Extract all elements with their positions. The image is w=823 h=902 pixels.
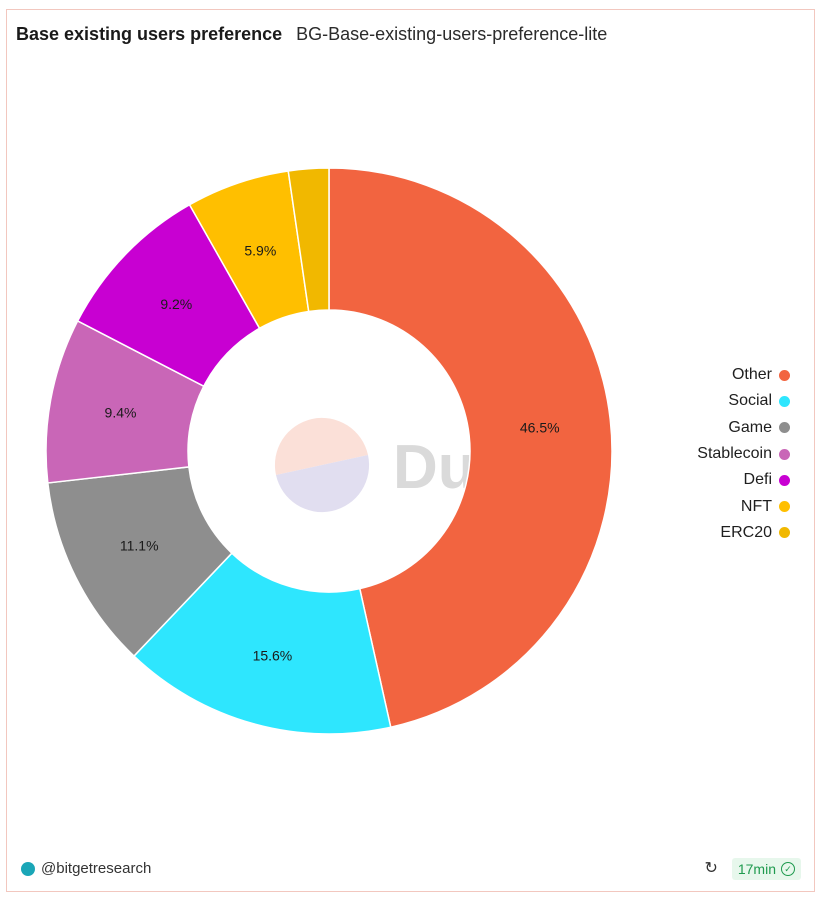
slice-label-nft: 5.9% bbox=[244, 242, 276, 258]
author-handle[interactable]: @bitgetresearch bbox=[41, 860, 152, 877]
slice-label-social: 15.6% bbox=[253, 647, 293, 663]
slice-other[interactable] bbox=[328, 167, 613, 729]
legend-label: Social bbox=[728, 392, 772, 410]
legend-item-stablecoin[interactable]: Stablecoin bbox=[697, 441, 790, 467]
slice-labels: 46.5% 15.6% 11.1% 9.4% 9.2% 5.9% bbox=[105, 242, 560, 663]
slice-label-defi: 9.2% bbox=[160, 296, 192, 312]
slice-game[interactable] bbox=[46, 466, 233, 658]
donut-slices bbox=[45, 167, 613, 735]
legend-label: NFT bbox=[740, 497, 772, 515]
slice-label-stablecoin: 9.4% bbox=[105, 405, 137, 421]
dune-logo-bottom bbox=[276, 455, 370, 513]
slice-erc20[interactable] bbox=[287, 167, 330, 313]
legend-item-nft[interactable]: NFT bbox=[741, 493, 790, 519]
footer-status: ↻ 17min ✓ bbox=[704, 858, 801, 880]
legend-item-other[interactable]: Other bbox=[732, 362, 790, 388]
freshness-text: 17min bbox=[737, 861, 776, 877]
legend-label: Other bbox=[731, 366, 772, 384]
dune-logo-top bbox=[274, 417, 368, 475]
slice-social[interactable] bbox=[132, 552, 392, 735]
legend-swatch bbox=[779, 527, 790, 539]
chart-title: Base existing users preference bbox=[16, 24, 283, 44]
author-avatar bbox=[21, 861, 35, 876]
legend-swatch bbox=[779, 501, 790, 513]
legend-label: ERC20 bbox=[720, 523, 772, 541]
legend-swatch bbox=[779, 395, 790, 407]
check-circle-icon: ✓ bbox=[781, 862, 795, 876]
legend-label: Game bbox=[728, 418, 772, 436]
legend-swatch bbox=[779, 474, 790, 486]
legend-item-defi[interactable]: Defi bbox=[744, 467, 790, 493]
legend-item-game[interactable]: Game bbox=[728, 415, 790, 441]
legend-swatch bbox=[779, 422, 790, 434]
legend-item-erc20[interactable]: ERC20 bbox=[720, 520, 790, 546]
refresh-icon[interactable]: ↻ bbox=[704, 860, 718, 877]
author-block[interactable]: @bitgetresearch bbox=[21, 860, 151, 877]
legend-label: Defi bbox=[743, 471, 772, 489]
legend-swatch bbox=[779, 448, 790, 460]
query-name[interactable]: BG-Base-existing-users-preference-lite bbox=[296, 24, 608, 44]
legend-swatch bbox=[779, 369, 790, 381]
chart-legend: Other Social Game Stablecoin Defi NFT ERC20 bbox=[697, 362, 790, 546]
slice-label-other: 46.5% bbox=[520, 420, 560, 436]
legend-label: Stablecoin bbox=[697, 445, 772, 463]
freshness-badge: 17min ✓ bbox=[731, 858, 801, 880]
legend-item-social[interactable]: Social bbox=[728, 388, 790, 414]
slice-label-game: 11.1% bbox=[120, 537, 159, 553]
chart-header: Base existing users preference BG-Base-e… bbox=[16, 24, 607, 45]
